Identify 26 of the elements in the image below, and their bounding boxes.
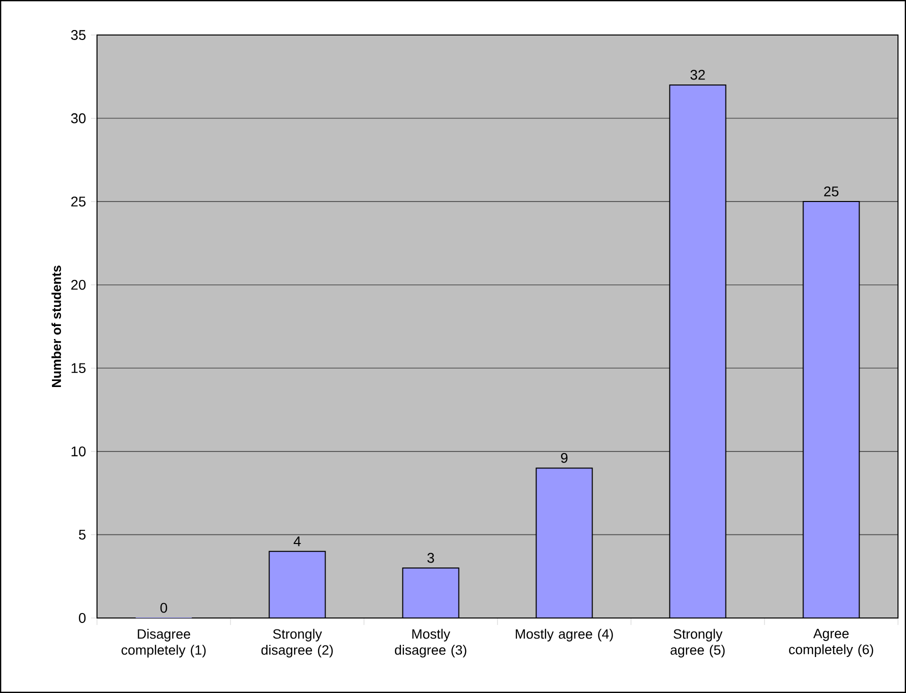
- y-tick-label: 0: [78, 613, 86, 623]
- y-tick-label: 30: [71, 113, 86, 124]
- data-label: 25: [824, 186, 838, 196]
- data-label: 4: [294, 536, 301, 546]
- data-label: 0: [160, 602, 168, 613]
- data-label: 3: [427, 552, 434, 563]
- x-tick-label: Mostly disagree (3): [394, 628, 466, 658]
- data-label: 9: [561, 452, 568, 463]
- x-tick-label: Mostly agree (4): [516, 628, 613, 642]
- y-axis-title: Number of students: [51, 266, 62, 388]
- bar: [802, 201, 860, 618]
- y-tick-label: 5: [78, 530, 86, 540]
- x-tick-label: Strongly agree (5): [670, 628, 725, 658]
- y-tick-label: 25: [71, 196, 86, 207]
- y-tick-label: 10: [72, 446, 86, 456]
- x-tick-label: Strongly disagree (2): [261, 628, 333, 658]
- bar: [536, 468, 593, 618]
- bar: [669, 84, 726, 618]
- bar: [402, 568, 460, 618]
- y-tick-label: 15: [72, 363, 86, 374]
- x-tick-label: Agree completely (6): [789, 628, 874, 657]
- y-tick-label: 35: [71, 30, 86, 40]
- bar: [268, 550, 326, 618]
- data-label: 32: [690, 70, 705, 80]
- y-tick-label: 20: [71, 280, 86, 290]
- x-tick-label: Disagree completely (1): [122, 628, 206, 658]
